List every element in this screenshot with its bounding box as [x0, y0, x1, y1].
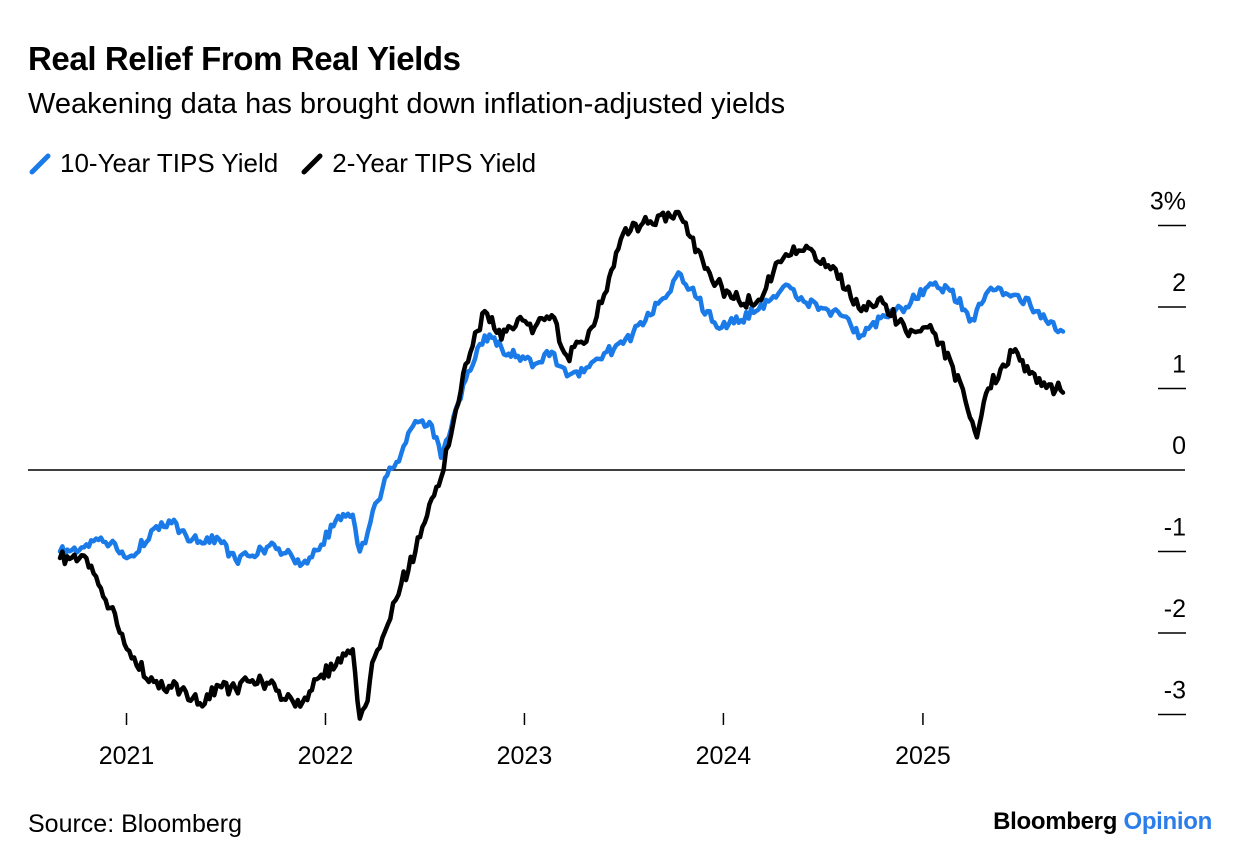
source-note: Source: Bloomberg	[28, 810, 243, 838]
x-tick-label: 2021	[99, 742, 155, 770]
x-tick-label: 2025	[895, 742, 951, 770]
series-2yr-tips-line	[57, 209, 1066, 721]
legend: 10-Year TIPS Yield 2-Year TIPS Yield	[28, 148, 558, 179]
legend-swatch-2yr	[301, 153, 323, 174]
brand-suffix: Opinion	[1123, 808, 1212, 835]
series-10yr-tips-line	[57, 270, 1066, 569]
legend-item-10yr: 10-Year TIPS Yield	[28, 148, 278, 179]
legend-item-2yr: 2-Year TIPS Yield	[300, 148, 536, 179]
brand-logo: Bloomberg Opinion	[993, 808, 1212, 836]
y-tick-label: -3	[1164, 677, 1186, 705]
x-tick-label: 2023	[497, 742, 553, 770]
line-chart: 3% 2 1 0 -1 -2 -3 2021 2022 2023 2024 2025	[28, 188, 1186, 770]
legend-label-2yr: 2-Year TIPS Yield	[332, 148, 537, 178]
y-tick-label: 3%	[1150, 188, 1186, 216]
x-tick-label: 2024	[696, 742, 752, 770]
y-tick-label: 1	[1172, 351, 1186, 379]
chart-subtitle: Weakening data has brought down inflatio…	[28, 88, 786, 120]
y-tick-label: -1	[1164, 514, 1186, 542]
y-tick-label: -2	[1164, 595, 1186, 623]
legend-swatch-10yr	[29, 153, 51, 174]
y-tick-label: 0	[1172, 432, 1186, 460]
y-tick-label: 2	[1172, 269, 1186, 297]
chart-title: Real Relief From Real Yields	[28, 40, 461, 77]
brand-name: Bloomberg	[993, 808, 1118, 835]
x-tick-label: 2022	[298, 742, 354, 770]
legend-label-10yr: 10-Year TIPS Yield	[60, 148, 279, 178]
